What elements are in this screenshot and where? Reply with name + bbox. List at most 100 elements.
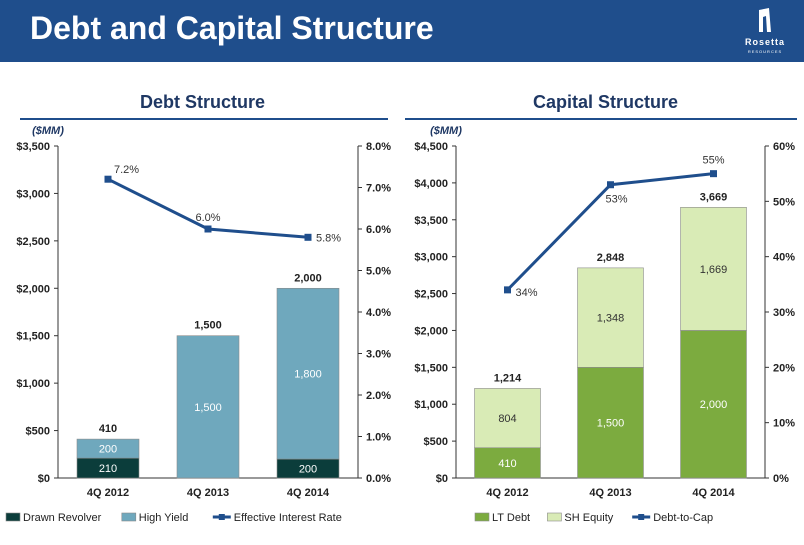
bar-total-label: 1,214: [494, 372, 522, 384]
x-tick-label: 4Q 2013: [187, 487, 229, 499]
y-tick-label: $2,500: [16, 236, 50, 248]
debt-structure-chart: ($MM) $0 $500 $1,000 $1,500 $2,000 $2,500 $3,00…: [5, 125, 391, 524]
unit-label: ($MM): [430, 125, 462, 137]
line-value-label: 5.8%: [316, 232, 341, 244]
line-point: [710, 170, 717, 178]
x-tick-label: 4Q 2012: [486, 487, 528, 499]
bar-total-label: 1,500: [194, 320, 222, 332]
bar-total-label: 2,000: [294, 272, 322, 284]
capital-title-rule: [405, 118, 797, 120]
bar-sh-equity: [577, 267, 644, 368]
line-value-label: 55%: [702, 155, 724, 167]
y-tick-label: $1,000: [414, 399, 448, 411]
line-value-label: 34%: [516, 287, 538, 299]
line-value-label: 7.2%: [114, 164, 139, 176]
y-tick-label: $1,500: [414, 362, 448, 374]
bar-total-label: 3,669: [700, 191, 728, 203]
line-point: [204, 225, 212, 233]
bar-sh-equity: [680, 207, 747, 331]
unit-label: ($MM): [32, 125, 64, 137]
bar-value-label: 1,500: [597, 418, 625, 430]
legend-label: SH Equity: [564, 512, 613, 524]
y-tick-label: $2,000: [414, 325, 448, 337]
y-tick-label: $2,500: [414, 289, 448, 301]
bar-high-yield: [76, 438, 140, 459]
y-tick-label: $1,500: [16, 331, 50, 343]
line-point: [304, 233, 312, 241]
bar-value-label: 210: [99, 463, 117, 475]
y-tick-label: $0: [436, 473, 448, 485]
legend-label: High Yield: [139, 512, 189, 524]
bar-value-label: 804: [498, 413, 516, 425]
y-tick-label: $3,000: [414, 252, 448, 264]
y-tick-label: $2,000: [16, 283, 50, 295]
debt-title-rule: [20, 118, 388, 120]
y2-tick-label: 4.0%: [366, 307, 391, 319]
legend-label: Effective Interest Rate: [234, 512, 342, 524]
bar-total-label: 2,848: [597, 252, 625, 264]
bar-value-label: 410: [498, 458, 516, 470]
bar-value-label: 200: [99, 444, 117, 456]
y2-tick-label: 60%: [773, 141, 795, 153]
legend-line-marker: [638, 514, 645, 520]
bar-total-label: 410: [99, 423, 117, 435]
x-tick-label: 4Q 2014: [287, 487, 330, 499]
y2-tick-label: 0%: [773, 473, 789, 485]
y2-tick-label: 50%: [773, 196, 795, 208]
legend-swatch: [474, 512, 490, 522]
bar-lt-debt: [577, 367, 644, 479]
x-tick-label: 4Q 2013: [589, 487, 631, 499]
y-tick-label: $3,000: [16, 188, 50, 200]
bar-value-label: 1,348: [597, 313, 625, 325]
y-tick-label: $4,000: [414, 178, 448, 190]
y2-tick-label: 0.0%: [366, 473, 391, 485]
y2-tick-label: 7.0%: [366, 183, 391, 195]
logo-mark-icon: [759, 8, 771, 32]
y-tick-label: $500: [26, 426, 50, 438]
debt-structure-title: Debt Structure: [139, 92, 265, 112]
slide-title: Debt and Capital Structure: [30, 10, 434, 46]
y2-tick-label: 1.0%: [366, 432, 391, 444]
line-point: [607, 181, 614, 189]
y-tick-label: $4,500: [414, 141, 448, 153]
bar-lt-debt: [680, 330, 747, 479]
legend-swatch: [5, 512, 21, 522]
legend-label: LT Debt: [492, 512, 530, 524]
bar-sh-equity: [474, 388, 541, 449]
line-value-label: 6.0%: [195, 212, 220, 224]
line-value-label: 53%: [605, 194, 627, 206]
capital-structure-title: Capital Structure: [532, 92, 679, 112]
y-tick-label: $3,500: [16, 141, 50, 153]
line-point: [104, 175, 112, 183]
x-tick-label: 4Q 2012: [87, 487, 129, 499]
legend-line-marker: [218, 514, 225, 520]
legend-label: Drawn Revolver: [23, 512, 102, 524]
y2-tick-label: 2.0%: [366, 390, 391, 402]
y-tick-label: $500: [424, 436, 448, 448]
bar-value-label: 2,000: [700, 399, 728, 411]
y2-tick-label: 10%: [773, 418, 795, 430]
y2-tick-label: 30%: [773, 307, 795, 319]
legend-label: Debt-to-Cap: [653, 512, 713, 524]
line-point: [504, 286, 511, 294]
bar-value-label: 1,800: [294, 369, 322, 381]
bar-high-yield: [176, 335, 240, 479]
bar-high-yield: [276, 287, 340, 460]
y-tick-label: $1,000: [16, 378, 50, 390]
bar-value-label: 1,500: [194, 402, 222, 414]
company-logo: Rosetta RESOURCES: [735, 6, 795, 58]
y2-tick-label: 3.0%: [366, 349, 391, 361]
bar-value-label: 1,669: [700, 264, 728, 276]
y2-tick-label: 20%: [773, 362, 795, 374]
slide-header: Debt and Capital Structure Rosetta RESOU…: [0, 0, 804, 62]
y2-tick-label: 40%: [773, 252, 795, 264]
logo-subtitle: RESOURCES: [747, 49, 783, 54]
y-tick-label: $3,500: [414, 215, 448, 227]
y2-tick-label: 5.0%: [366, 266, 391, 278]
legend-swatch: [121, 512, 137, 522]
y-tick-label: $0: [38, 473, 50, 485]
y2-tick-label: 8.0%: [366, 141, 391, 153]
x-tick-label: 4Q 2014: [692, 487, 735, 499]
legend-swatch: [547, 512, 562, 522]
